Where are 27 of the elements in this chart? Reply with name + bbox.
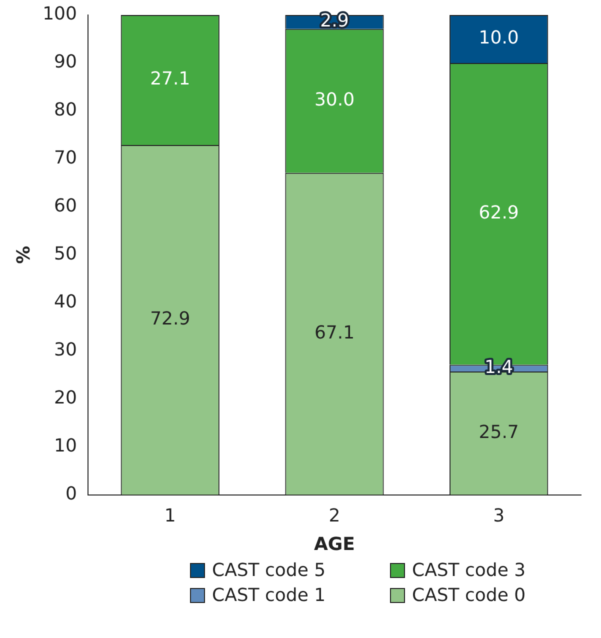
data-label: 10.0 xyxy=(478,28,519,49)
y-tick-label: 50 xyxy=(54,244,77,265)
y-tick-label: 20 xyxy=(54,388,77,409)
y-tick-label: 0 xyxy=(66,483,77,504)
x-tick-label: 1 xyxy=(164,505,176,526)
x-axis-title: AGE xyxy=(314,534,355,555)
y-tick-label: 60 xyxy=(54,196,77,217)
y-tick-label: 10 xyxy=(54,435,77,456)
data-label: 72.9 xyxy=(150,308,190,330)
legend-label: CAST code 3 xyxy=(412,560,526,581)
y-tick-label: 80 xyxy=(54,100,77,121)
y-tick-label: 100 xyxy=(42,4,77,25)
legend-label: CAST code 0 xyxy=(412,585,526,606)
y-tick-label: 40 xyxy=(54,292,77,313)
y-tick-label: 70 xyxy=(54,148,77,169)
legend-label: CAST code 1 xyxy=(212,585,326,606)
data-label: 25.7 xyxy=(478,422,519,443)
data-label: 62.9 xyxy=(478,202,519,224)
data-label: 67.1 xyxy=(314,322,355,344)
y-tick-label: 30 xyxy=(54,340,77,361)
data-label: 27.1 xyxy=(150,68,190,90)
y-axis-title: % xyxy=(13,246,34,264)
y-tick-label: 90 xyxy=(54,52,77,73)
data-label: 30.0 xyxy=(314,90,355,111)
x-tick-label: 2 xyxy=(328,505,340,526)
legend-label: CAST code 5 xyxy=(212,560,326,581)
x-tick-label: 3 xyxy=(493,505,505,526)
